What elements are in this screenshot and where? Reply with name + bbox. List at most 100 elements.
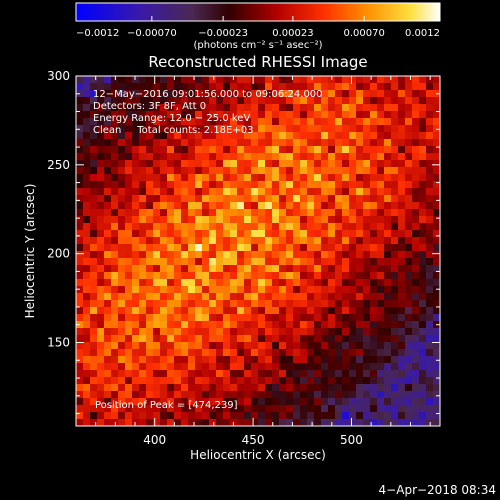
heatmap-cell — [321, 188, 329, 196]
heatmap-cell — [153, 377, 161, 385]
heatmap-cell — [314, 384, 322, 392]
heatmap-cell — [195, 377, 203, 385]
heatmap-cell — [279, 244, 287, 252]
heatmap-cell — [146, 405, 154, 413]
heatmap-cell — [160, 356, 168, 364]
heatmap-cell — [258, 230, 266, 238]
heatmap-cell — [237, 328, 245, 336]
heatmap-cell — [349, 265, 357, 273]
heatmap-cell — [384, 97, 392, 105]
heatmap-cell — [342, 377, 350, 385]
heatmap-cell — [195, 237, 203, 245]
heatmap-cell — [195, 391, 203, 399]
heatmap-cell — [174, 160, 182, 168]
heatmap-cell — [209, 307, 217, 315]
heatmap-cell — [412, 111, 420, 119]
heatmap-cell — [223, 279, 231, 287]
heatmap-cell — [209, 202, 217, 210]
heatmap-cell — [167, 209, 175, 217]
heatmap-cell — [384, 139, 392, 147]
heatmap-cell — [412, 377, 420, 385]
heatmap-cell — [104, 384, 112, 392]
colorbar-tick-label: 0.0012 — [405, 28, 440, 39]
heatmap-cell — [321, 216, 329, 224]
heatmap-cell — [328, 244, 336, 252]
heatmap-cell — [370, 335, 378, 343]
heatmap-cell — [279, 384, 287, 392]
heatmap-cell — [279, 356, 287, 364]
heatmap-cell — [384, 83, 392, 91]
heatmap-cell — [412, 174, 420, 182]
heatmap-cell — [83, 167, 91, 175]
heatmap-cell — [230, 370, 238, 378]
heatmap-cell — [363, 286, 371, 294]
heatmap-cell — [300, 356, 308, 364]
heatmap-cell — [83, 279, 91, 287]
heatmap-cell — [349, 139, 357, 147]
heatmap-cell — [314, 118, 322, 126]
heatmap-cell — [244, 314, 252, 322]
heatmap-cell — [223, 293, 231, 301]
heatmap-cell — [97, 83, 105, 91]
heatmap-cell — [237, 398, 245, 406]
heatmap-cell — [97, 349, 105, 357]
heatmap-cell — [321, 349, 329, 357]
heatmap-cell — [272, 251, 280, 259]
heatmap-cell — [118, 111, 126, 119]
heatmap-cell — [328, 377, 336, 385]
heatmap-cell — [160, 160, 168, 168]
heatmap-cell — [258, 419, 266, 427]
heatmap-cell — [433, 153, 441, 161]
heatmap-cell — [111, 132, 119, 140]
heatmap-cell — [433, 412, 441, 420]
heatmap-cell — [90, 111, 98, 119]
heatmap-cell — [307, 356, 315, 364]
heatmap-cell — [405, 258, 413, 266]
heatmap-cell — [83, 272, 91, 280]
heatmap-cell — [321, 363, 329, 371]
heatmap-cell — [412, 223, 420, 231]
heatmap-cell — [160, 321, 168, 329]
heatmap-cell — [188, 321, 196, 329]
heatmap-cell — [405, 160, 413, 168]
heatmap-cell — [139, 391, 147, 399]
heatmap-cell — [342, 104, 350, 112]
heatmap-cell — [300, 167, 308, 175]
heatmap-cell — [104, 132, 112, 140]
heatmap-cell — [300, 405, 308, 413]
heatmap-cell — [188, 377, 196, 385]
heatmap-cell — [104, 279, 112, 287]
heatmap-cell — [146, 244, 154, 252]
heatmap-cell — [111, 307, 119, 315]
heatmap-cell — [363, 328, 371, 336]
heatmap-cell — [279, 230, 287, 238]
heatmap-cell — [83, 265, 91, 273]
heatmap-cell — [76, 356, 84, 364]
heatmap-cell — [356, 370, 364, 378]
heatmap-cell — [83, 146, 91, 154]
heatmap-cell — [76, 279, 84, 287]
heatmap-cell — [90, 335, 98, 343]
heatmap-cell — [230, 307, 238, 315]
heatmap-cell — [300, 153, 308, 161]
heatmap-cell — [377, 265, 385, 273]
heatmap-cell — [188, 153, 196, 161]
heatmap-cell — [293, 335, 301, 343]
heatmap-cell — [335, 111, 343, 119]
heatmap-cell — [419, 244, 427, 252]
heatmap-cell — [335, 83, 343, 91]
heatmap-cell — [244, 370, 252, 378]
heatmap-cell — [321, 391, 329, 399]
heatmap-cell — [321, 279, 329, 287]
heatmap-cell — [202, 132, 210, 140]
heatmap-cell — [146, 286, 154, 294]
heatmap-cell — [195, 230, 203, 238]
heatmap-cell — [83, 209, 91, 217]
heatmap-cell — [251, 363, 259, 371]
heatmap-cell — [167, 335, 175, 343]
heatmap-cell — [328, 265, 336, 273]
heatmap-cell — [153, 384, 161, 392]
heatmap-cell — [132, 314, 140, 322]
heatmap-cell — [90, 405, 98, 413]
heatmap-cell — [314, 314, 322, 322]
